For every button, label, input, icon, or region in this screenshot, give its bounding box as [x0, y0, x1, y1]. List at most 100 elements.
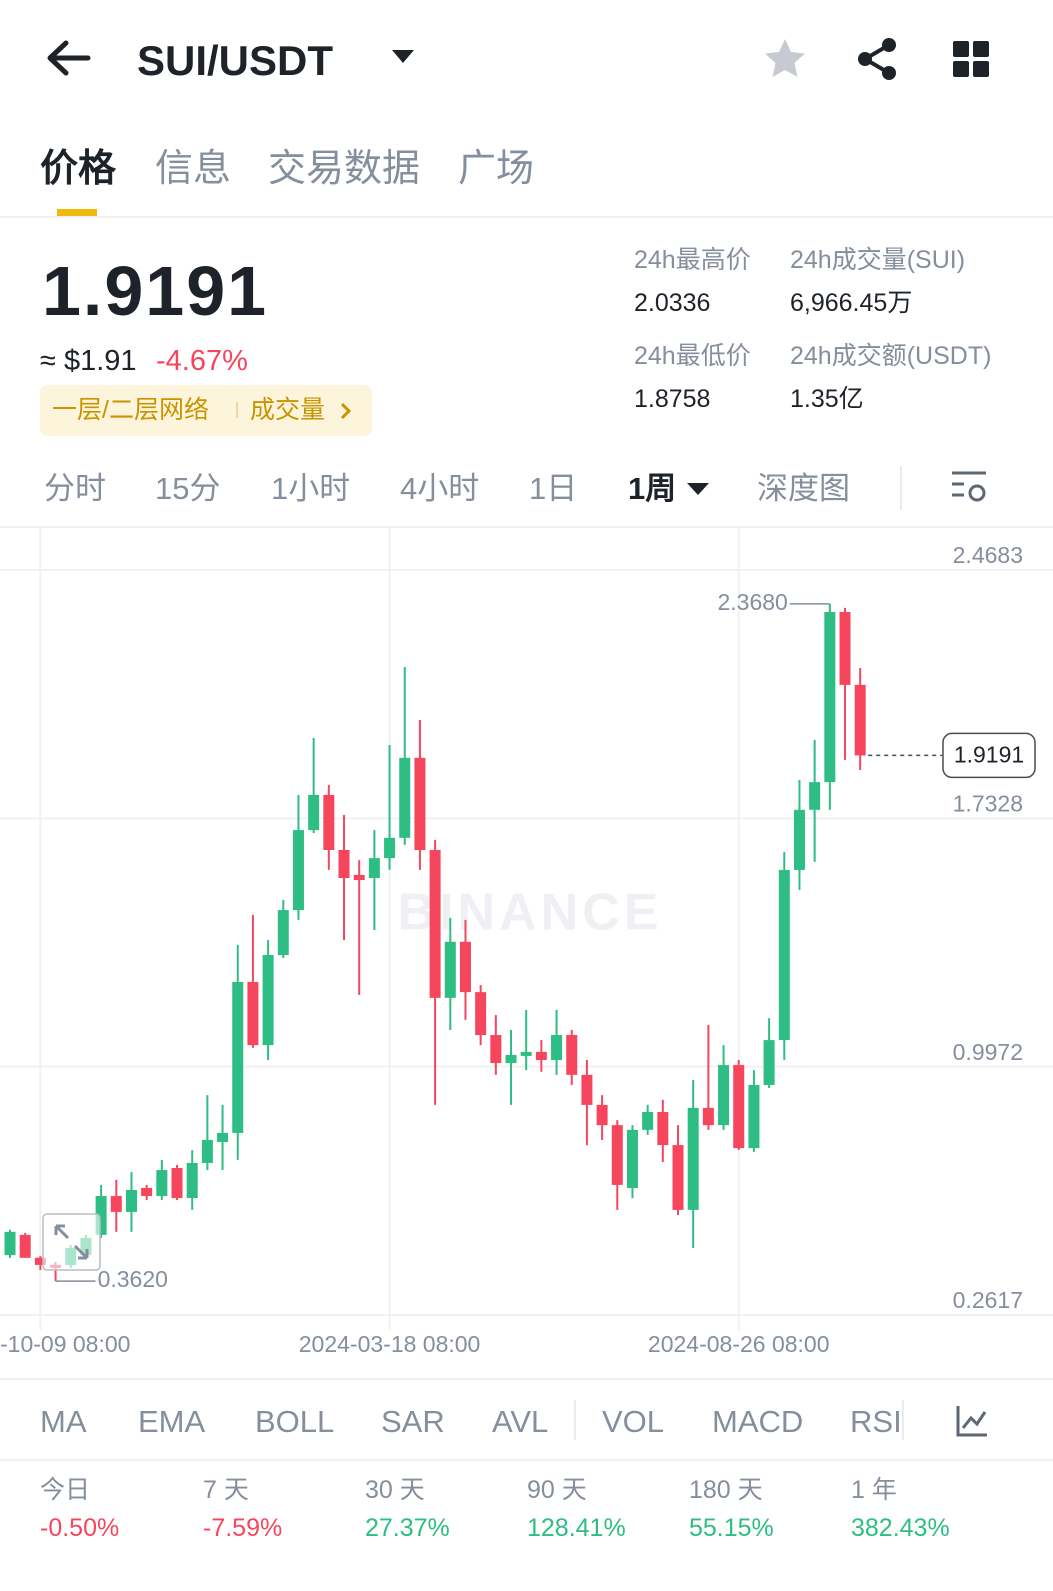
candle-body: [566, 1035, 578, 1075]
candle-body: [217, 1132, 229, 1143]
indicator[interactable]: VOL: [602, 1404, 665, 1439]
interval[interactable]: 分时: [44, 471, 106, 506]
last-price: 1.9191: [42, 252, 269, 330]
candle-body: [657, 1111, 669, 1146]
usd-price: ≈ $1.91: [40, 345, 137, 377]
tab[interactable]: 价格: [40, 148, 117, 190]
period-change: -7.59%: [203, 1514, 283, 1542]
candle-body: [459, 941, 471, 993]
candle-body: [551, 1035, 563, 1060]
y-tick-label: 0.9972: [953, 1039, 1023, 1065]
candle-body: [581, 1074, 593, 1105]
candle-body: [353, 874, 365, 881]
candle-body: [141, 1187, 153, 1197]
candle-body: [611, 1125, 623, 1185]
candle-body: [338, 849, 350, 879]
candle-body: [429, 849, 441, 998]
candle-body: [19, 1234, 31, 1258]
last-price-box: [942, 732, 1036, 779]
candle-body: [809, 782, 821, 810]
candle-body: [672, 1145, 684, 1210]
candle-body: [125, 1189, 137, 1212]
period-change: 55.15%: [689, 1514, 774, 1542]
candle-body: [399, 757, 411, 838]
low-marker-label: 0.3620: [98, 1266, 168, 1292]
grid-icon[interactable]: [952, 40, 992, 80]
divider: [0, 526, 1053, 528]
candle-body: [201, 1140, 213, 1163]
period-label: 7 天: [203, 1476, 249, 1504]
star-icon[interactable]: [762, 36, 808, 82]
candle-body: [171, 1168, 183, 1199]
candle-body: [444, 941, 456, 998]
indicator[interactable]: RSI: [850, 1404, 902, 1439]
candle-body: [156, 1170, 168, 1197]
candle-body: [414, 757, 426, 850]
indicator[interactable]: MACD: [712, 1404, 804, 1439]
interval[interactable]: 1日: [529, 471, 578, 506]
stat-label: 24h最高价: [634, 246, 751, 274]
candle-body: [262, 954, 274, 1046]
separator: [900, 466, 902, 510]
candle-body: [34, 1257, 46, 1265]
interval[interactable]: 15分: [155, 471, 221, 506]
interval[interactable]: 1小时: [271, 471, 351, 506]
indicator[interactable]: EMA: [138, 1404, 206, 1439]
tag[interactable]: 一层/二层网络: [52, 396, 209, 424]
x-tick-label: 2024-03-18 08:00: [299, 1331, 481, 1357]
candle-body: [490, 1035, 502, 1064]
interval-active[interactable]: 1周: [628, 471, 677, 506]
indicator-settings-icon[interactable]: [955, 1404, 989, 1438]
share-icon[interactable]: [855, 36, 901, 82]
zoom-button[interactable]: [42, 1213, 101, 1271]
candle-body: [642, 1111, 654, 1130]
candle-body: [4, 1231, 16, 1256]
candle-body: [368, 858, 380, 879]
interval[interactable]: 4小时: [400, 471, 480, 506]
last-price-label: 1.9191: [954, 742, 1024, 768]
candle-body: [277, 910, 289, 955]
candle-body: [323, 794, 335, 850]
candle-body: [520, 1051, 532, 1056]
divider: [0, 1459, 1053, 1461]
candle-body: [687, 1107, 699, 1210]
period-change: 27.37%: [365, 1514, 450, 1542]
chart-settings-icon[interactable]: [950, 470, 990, 506]
stat-label: 24h成交量(SUI): [790, 246, 966, 274]
x-tick-label: 2024-08-26 08:00: [648, 1331, 830, 1357]
pair-title[interactable]: SUI/USDT: [137, 37, 334, 84]
divider: [0, 1378, 1053, 1380]
candle-body: [778, 869, 790, 1041]
indicator[interactable]: BOLL: [255, 1404, 335, 1439]
candle-body: [839, 611, 851, 685]
watermark: BINANCE: [398, 884, 663, 942]
stat-value: 6,966.45万: [790, 289, 913, 317]
tag[interactable]: 成交量: [250, 396, 326, 424]
candle-body: [596, 1104, 608, 1126]
tab[interactable]: 交易数据: [268, 148, 421, 190]
interval-dropdown[interactable]: [686, 481, 710, 497]
tab[interactable]: 广场: [458, 148, 535, 190]
stat-value: 1.8758: [634, 385, 711, 413]
interval[interactable]: 深度图: [757, 471, 850, 506]
candle-body: [308, 794, 320, 831]
candle-body: [384, 837, 396, 859]
candle-body: [733, 1065, 745, 1149]
candle-body: [505, 1054, 517, 1064]
tag-arrow: [340, 402, 352, 420]
pair-dropdown[interactable]: [390, 48, 416, 66]
candle-body: [718, 1065, 730, 1126]
indicator[interactable]: SAR: [381, 1404, 445, 1439]
candle-body: [793, 809, 805, 870]
tab[interactable]: 信息: [155, 148, 232, 190]
high-marker-label: 2.3680: [717, 589, 787, 615]
y-tick-label: 2.4683: [953, 542, 1023, 568]
indicator[interactable]: AVL: [492, 1404, 549, 1439]
stat-value: 2.0336: [634, 289, 711, 317]
indicator[interactable]: MA: [40, 1404, 87, 1439]
candle-body: [475, 992, 487, 1036]
candle-body: [854, 684, 866, 756]
period-change: 382.43%: [851, 1514, 950, 1542]
stat-label: 24h成交额(USDT): [790, 342, 992, 370]
back-icon[interactable]: [44, 38, 92, 78]
